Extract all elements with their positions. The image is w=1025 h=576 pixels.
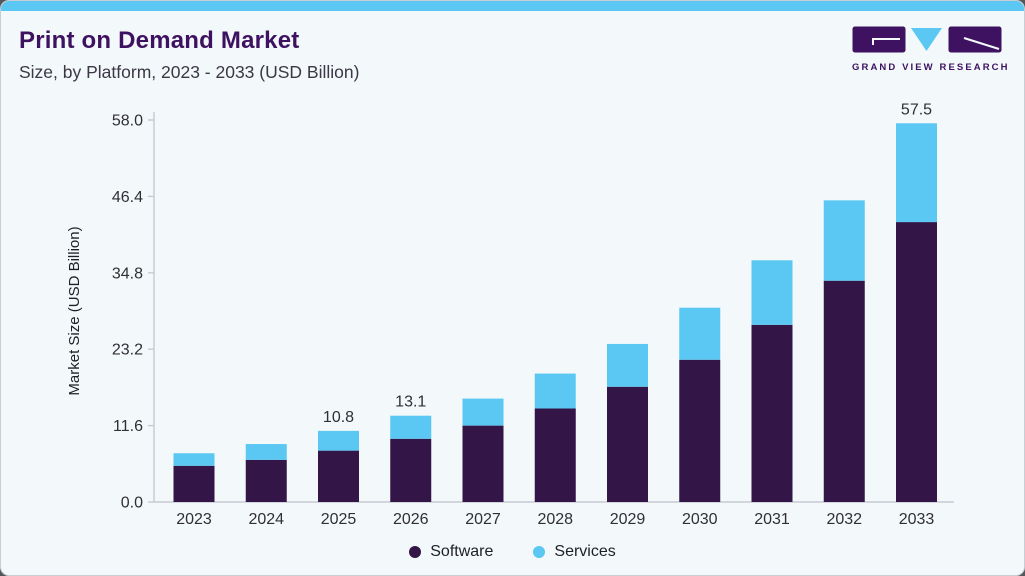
x-tick-label: 2026 — [393, 511, 429, 528]
y-tick-label: 46.4 — [112, 189, 143, 206]
gvr-logo-mark-icon — [852, 26, 1002, 53]
bar-software-2031 — [751, 324, 793, 502]
x-tick-label: 2023 — [176, 511, 212, 528]
header: Print on Demand Market Size, by Platform… — [19, 27, 359, 83]
x-tick-label: 2024 — [248, 511, 284, 528]
bar-total-label: 57.5 — [901, 101, 932, 118]
y-tick-label: 23.2 — [112, 342, 143, 359]
bar-services-2027 — [462, 398, 504, 426]
legend-item-software: Software — [409, 543, 493, 561]
bar-software-2032 — [823, 280, 865, 502]
legend: Software Services — [1, 543, 1024, 561]
services-legend-dot-icon — [533, 546, 546, 558]
y-tick-label: 34.8 — [112, 265, 143, 282]
x-tick-label: 2033 — [899, 511, 935, 528]
page-title: Print on Demand Market — [19, 27, 300, 54]
bar-software-2033 — [896, 222, 937, 502]
x-tick-label: 2032 — [826, 511, 862, 528]
bar-services-2029 — [607, 343, 648, 387]
legend-item-services: Services — [533, 543, 616, 561]
x-tick-label: 2030 — [682, 511, 718, 528]
x-tick-label: 2025 — [321, 511, 357, 528]
gvr-logo-text: GRAND VIEW RESEARCH — [852, 62, 1010, 73]
bar-services-2024 — [245, 444, 287, 460]
x-tick-label: 2031 — [754, 511, 790, 528]
bar-software-2023 — [173, 465, 215, 502]
y-tick-label: 0.0 — [121, 495, 143, 512]
page-subtitle: Size, by Platform, 2023 - 2033 (USD Bill… — [19, 62, 360, 82]
bar-total-label: 10.8 — [323, 409, 354, 426]
bar-services-2025 — [318, 430, 359, 451]
bar-services-2033 — [896, 123, 937, 223]
bar-software-2024 — [245, 459, 287, 502]
accent-bar — [1, 1, 1024, 11]
bar-software-2025 — [318, 450, 359, 502]
y-tick-label: 11.6 — [113, 418, 143, 435]
bar-software-2027 — [462, 425, 504, 502]
bar-services-2030 — [679, 307, 721, 360]
x-tick-label: 2027 — [465, 511, 501, 528]
bar-software-2026 — [390, 438, 432, 502]
bar-software-2029 — [607, 386, 648, 502]
bar-services-2031 — [751, 260, 793, 325]
bar-services-2032 — [823, 200, 865, 281]
legend-label-services: Services — [554, 543, 616, 560]
bar-services-2023 — [173, 453, 215, 466]
bar-software-2030 — [679, 359, 721, 502]
bar-total-label: 13.1 — [395, 394, 426, 411]
y-tick-label: 58.0 — [112, 113, 143, 130]
y-axis-title: Market Size (USD Billion) — [66, 226, 83, 395]
x-tick-label: 2029 — [610, 511, 646, 528]
gvr-logo: GRAND VIEW RESEARCH — [852, 26, 1010, 73]
x-tick-label: 2028 — [537, 511, 573, 528]
bar-software-2028 — [534, 408, 576, 502]
bar-services-2028 — [534, 373, 576, 409]
legend-label-software: Software — [430, 543, 494, 560]
software-legend-dot-icon — [409, 546, 422, 558]
bar-services-2026 — [390, 415, 432, 439]
